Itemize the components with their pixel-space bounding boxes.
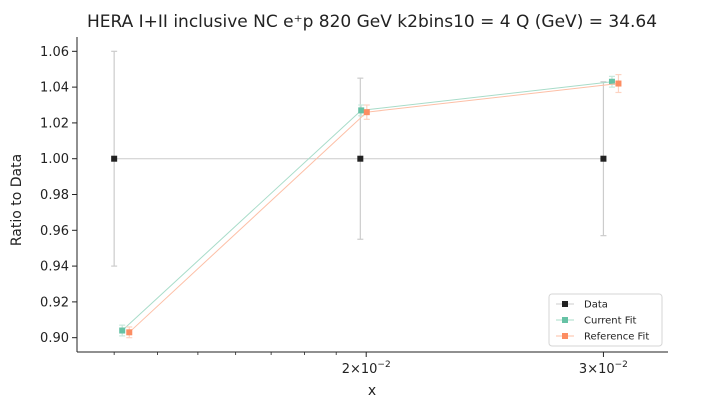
y-tick-label: 0.96: [40, 224, 69, 239]
legend-label: Reference Fit: [584, 332, 649, 343]
legend-box: [548, 293, 663, 347]
legend-item: Current Fit: [556, 316, 637, 327]
data-point: [600, 155, 607, 162]
data-point: [608, 78, 615, 85]
y-tick-label: 0.98: [40, 188, 69, 203]
y-tick-label: 0.92: [40, 295, 69, 310]
y-tick-label: 1.04: [40, 81, 69, 96]
data-point: [615, 80, 622, 87]
series-current-fit: [119, 75, 615, 337]
data-point: [358, 107, 365, 114]
x-tick-label: 2×10−2: [342, 360, 391, 377]
y-tick-label: 0.94: [40, 260, 69, 275]
data-point: [363, 109, 370, 116]
legend-marker: [562, 333, 568, 339]
y-tick-label: 1.02: [40, 116, 69, 131]
data-point: [126, 329, 133, 336]
y-axis-ticks: 0.90 0.92 0.94 0.96 0.98 1.00 1.02 1.04 1.06: [40, 45, 77, 346]
data-point: [357, 155, 364, 162]
y-tick-label: 1.06: [40, 45, 69, 60]
data-point: [111, 155, 118, 162]
y-tick-label: 1.00: [40, 152, 69, 167]
x-axis-label: x: [368, 383, 376, 399]
y-axis-label: Ratio to Data: [9, 154, 25, 246]
series-line: [128, 83, 619, 333]
legend-label: Data: [584, 300, 608, 311]
x-tick-label: 3×10−2: [579, 360, 628, 377]
y-tick-label: 0.90: [40, 331, 69, 346]
x-axis-ticks: 2×10−2 3×10−2: [113, 352, 628, 377]
legend-item: Data: [556, 300, 608, 311]
legend-label: Current Fit: [584, 316, 637, 327]
series-data: [111, 50, 607, 267]
series-reference-fit: [126, 73, 622, 339]
chart-title: HERA I+II inclusive NC e⁺p 820 GeV k2bin…: [87, 12, 657, 32]
legend-marker: [562, 317, 568, 323]
series-layer: [111, 50, 622, 339]
data-point: [119, 327, 126, 334]
legend-marker: [562, 301, 568, 307]
legend: Data Current Fit Reference Fit: [548, 293, 663, 347]
legend-item: Reference Fit: [556, 332, 649, 343]
